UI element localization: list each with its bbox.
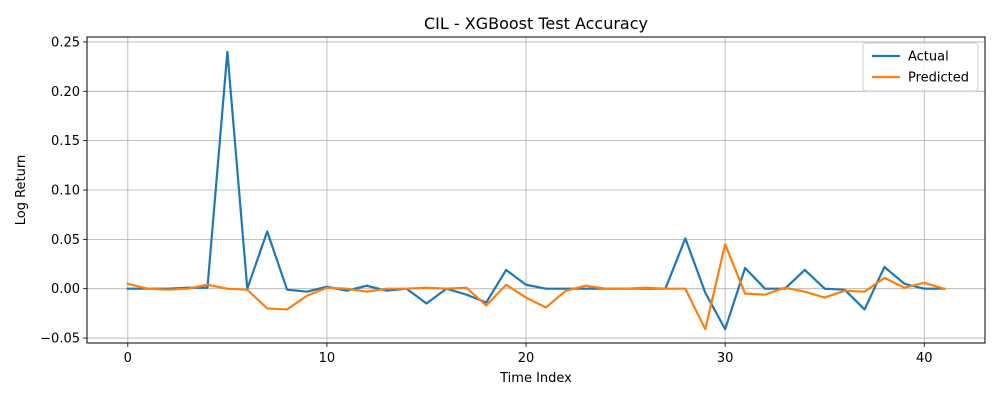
- y-axis-label: Log Return: [14, 155, 29, 226]
- series-lines: [126, 50, 946, 331]
- chart-title: CIL - XGBoost Test Accuracy: [424, 14, 648, 33]
- grid: [87, 37, 985, 343]
- y-tick-label: 0.20: [51, 85, 80, 100]
- y-tick-label: 0.15: [51, 134, 80, 149]
- x-tick-label: 0: [124, 351, 132, 366]
- x-axis-ticks: 0 10 20 30 40: [124, 343, 933, 366]
- y-axis-ticks: −0.05 0.00 0.05 0.10 0.15 0.20 0.25: [40, 35, 87, 347]
- legend: Actual Predicted: [862, 42, 979, 92]
- legend-label: Predicted: [908, 71, 969, 86]
- x-axis-label: Time Index: [499, 371, 572, 386]
- series-line-predicted: [126, 243, 946, 331]
- x-tick-label: 40: [916, 351, 933, 366]
- x-tick-label: 30: [717, 351, 734, 366]
- x-tick-label: 10: [319, 351, 336, 366]
- x-tick-label: 20: [518, 351, 535, 366]
- y-tick-label: 0.25: [51, 35, 80, 50]
- y-tick-label: −0.05: [40, 332, 80, 347]
- y-tick-label: 0.05: [51, 233, 80, 248]
- series-line-actual: [126, 50, 946, 331]
- y-tick-label: 0.00: [51, 282, 80, 297]
- y-tick-label: 0.10: [51, 184, 80, 199]
- legend-label: Actual: [908, 50, 949, 65]
